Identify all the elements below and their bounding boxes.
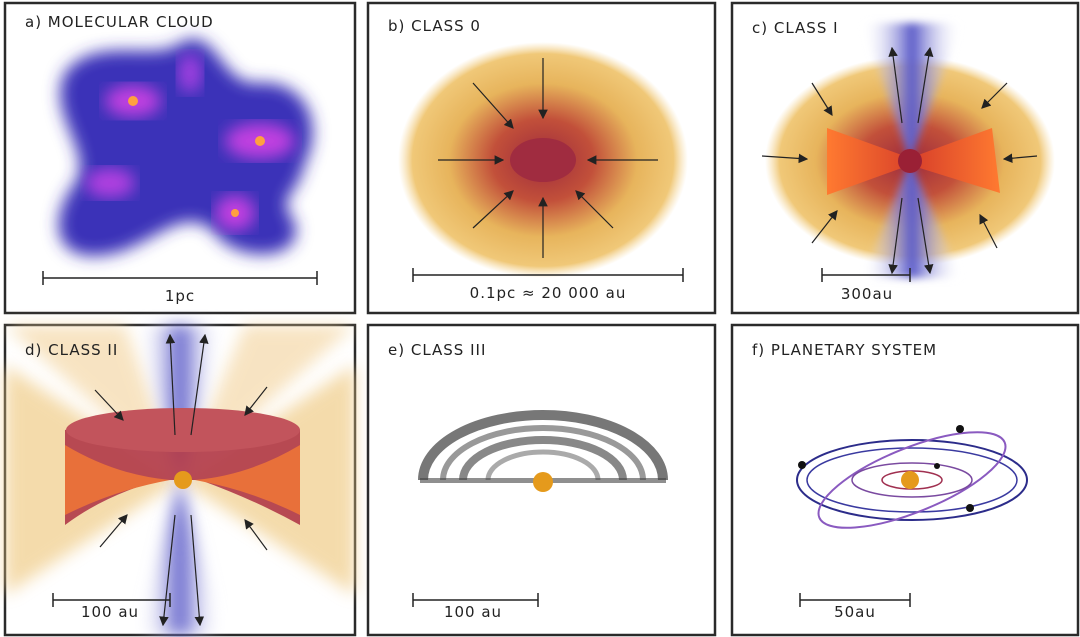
diagram: a) MOLECULAR CLOUD 1pc b) CLASS 0 0.1pc … [0,0,1080,637]
scale-label: 300au [841,285,893,303]
panel-f: f) PLANETARY SYSTEM 50au [732,325,1078,635]
panel-title: b) CLASS 0 [388,17,481,35]
scale-label: 0.1pc ≈ 20 000 au [470,284,627,302]
panel-title: c) CLASS I [752,19,839,37]
scale-label: 100 au [444,603,502,621]
panel-title: a) MOLECULAR CLOUD [25,13,214,31]
panel-d: d) CLASS II 100 au [5,325,355,635]
panel-title: f) PLANETARY SYSTEM [752,341,937,359]
panel-title: d) CLASS II [25,341,118,359]
panel-b: b) CLASS 0 0.1pc ≈ 20 000 au [368,3,715,313]
scale-label: 50au [834,603,876,621]
panel-c: c) CLASS I 300au [732,3,1078,313]
panel-e: e) CLASS III 100 au [368,325,715,635]
panel-title: e) CLASS III [388,341,486,359]
scale-label: 1pc [165,287,195,305]
scale-label: 100 au [81,603,139,621]
panel-a: a) MOLECULAR CLOUD 1pc [5,3,355,313]
